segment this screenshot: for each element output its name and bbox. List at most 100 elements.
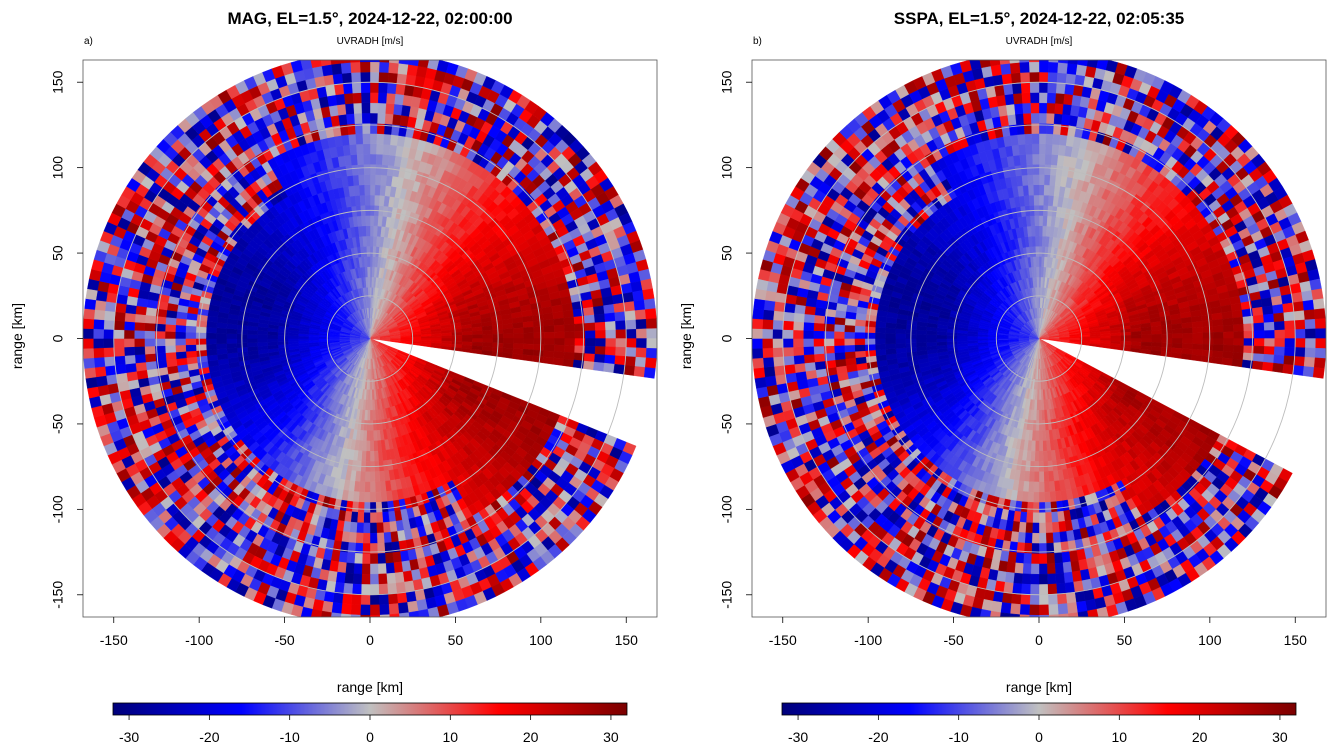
velocity-cell xyxy=(354,552,363,565)
velocity-cell xyxy=(369,143,378,155)
velocity-cell xyxy=(361,553,371,565)
velocity-cell xyxy=(164,323,176,332)
velocity-cell xyxy=(134,346,146,356)
velocity-cell xyxy=(642,288,655,301)
velocity-cell xyxy=(351,583,362,595)
velocity-cell xyxy=(135,361,147,372)
velocity-cell xyxy=(502,342,514,349)
velocity-cell xyxy=(640,278,653,291)
velocity-cell xyxy=(165,358,178,368)
velocity-cell xyxy=(176,357,188,366)
velocity-cell xyxy=(644,357,657,369)
y-tick-label: 150 xyxy=(50,70,66,94)
velocity-cell xyxy=(397,602,409,614)
velocity-cell xyxy=(369,604,380,616)
velocity-cell xyxy=(564,338,576,346)
velocity-cell xyxy=(533,338,545,345)
velocity-cell xyxy=(377,573,388,585)
velocity-cell xyxy=(83,347,95,359)
velocity-cell xyxy=(1038,164,1046,175)
velocity-cell xyxy=(164,345,176,354)
velocity-cell xyxy=(369,92,379,104)
velocity-cell xyxy=(369,317,371,329)
velocity-cell xyxy=(341,72,353,84)
velocity-cell xyxy=(369,235,374,247)
velocity-cell xyxy=(532,320,545,328)
velocity-cell xyxy=(103,310,116,321)
velocity-cell xyxy=(195,332,207,339)
velocity-cell xyxy=(145,360,158,371)
velocity-cell xyxy=(369,194,376,206)
velocity-cell xyxy=(113,346,125,357)
velocity-cell xyxy=(350,154,359,166)
velocity-cell xyxy=(379,604,390,616)
velocity-cell xyxy=(351,82,362,94)
velocity-cell xyxy=(340,62,352,74)
velocity-cell xyxy=(384,552,394,564)
velocity-cell xyxy=(584,345,596,355)
velocity-cell xyxy=(377,102,387,114)
velocity-cell xyxy=(366,430,371,442)
velocity-cell xyxy=(352,573,363,585)
velocity-cell xyxy=(246,342,258,348)
velocity-cell xyxy=(334,83,345,96)
velocity-cell xyxy=(331,602,343,614)
velocity-cell xyxy=(591,297,604,308)
velocity-cell xyxy=(185,344,197,352)
velocity-cell xyxy=(206,348,218,356)
velocity-cell xyxy=(603,362,615,373)
velocity-cell xyxy=(643,298,656,310)
velocity-cell xyxy=(356,512,365,524)
velocity-cell xyxy=(406,600,419,613)
velocity-cell xyxy=(543,338,555,346)
velocity-cell xyxy=(584,330,596,339)
velocity-cell xyxy=(360,71,371,83)
velocity-cell xyxy=(625,338,637,349)
velocity-cell xyxy=(185,325,197,333)
velocity-cell xyxy=(533,326,545,334)
velocity-cell xyxy=(144,322,156,332)
velocity-cell xyxy=(356,143,364,155)
velocity-cell xyxy=(369,174,376,185)
velocity-cell xyxy=(612,293,625,305)
velocity-cell xyxy=(216,343,228,350)
velocity-cell xyxy=(93,347,105,359)
velocity-cell xyxy=(615,346,627,357)
velocity-cell xyxy=(408,60,420,67)
velocity-cell xyxy=(84,298,97,310)
y-tick-label: -50 xyxy=(50,414,66,434)
velocity-cell xyxy=(369,71,380,83)
velocity-cell xyxy=(1038,225,1044,237)
velocity-cell xyxy=(472,334,484,339)
velocity-cell xyxy=(351,164,359,176)
velocity-cell xyxy=(83,318,95,330)
velocity-cell xyxy=(114,311,126,322)
velocity-cell xyxy=(363,164,371,175)
velocity-cell xyxy=(257,341,268,347)
velocity-cell xyxy=(364,471,371,483)
velocity-cell xyxy=(83,328,94,339)
velocity-cell xyxy=(615,338,627,348)
velocity-cell xyxy=(553,324,565,333)
velocity-cell xyxy=(350,614,361,617)
velocity-cell xyxy=(84,367,97,379)
velocity-cell xyxy=(321,64,334,77)
colorbar-tick-label: -20 xyxy=(199,729,219,745)
velocity-cell xyxy=(393,561,404,574)
x-tick-label: 100 xyxy=(529,632,553,648)
velocity-cell xyxy=(1043,194,1050,206)
velocity-cell xyxy=(205,338,217,345)
velocity-cell xyxy=(383,133,392,146)
velocity-cell xyxy=(369,215,375,226)
velocity-cell xyxy=(1038,143,1047,155)
velocity-cell xyxy=(513,338,525,345)
velocity-cell xyxy=(634,356,647,368)
velocity-cell xyxy=(461,331,473,336)
velocity-field xyxy=(83,60,657,617)
x-tick-label: -50 xyxy=(274,632,294,648)
velocity-cell xyxy=(645,318,657,330)
velocity-cell xyxy=(330,612,342,617)
velocity-cell xyxy=(164,338,176,346)
panel-a-subtitle: UVRADH [m/s] xyxy=(337,36,404,47)
velocity-cell xyxy=(363,502,371,514)
